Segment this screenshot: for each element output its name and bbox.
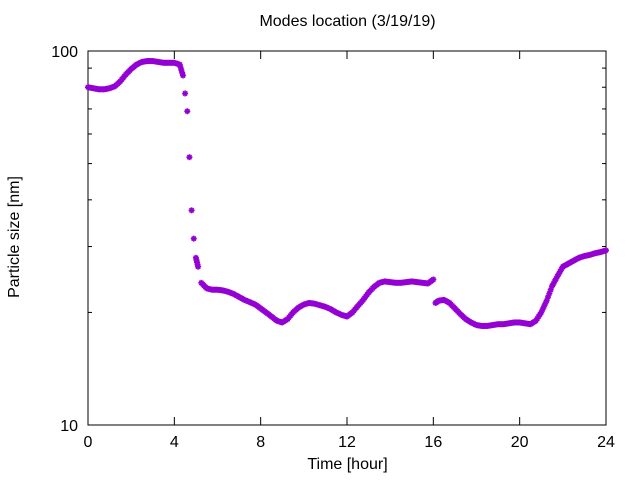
x-axis-label: Time [hour] (307, 456, 388, 473)
x-tick-label: 8 (256, 434, 265, 451)
chart-title: Modes location (3/19/19) (259, 13, 436, 30)
data-point (430, 276, 437, 283)
data-point (188, 207, 195, 214)
data-point (190, 235, 197, 242)
y-tick-label: 100 (51, 44, 78, 61)
y-axis-label: Particle size [nm] (6, 176, 23, 298)
data-point (603, 247, 609, 254)
x-tick-label: 20 (511, 434, 529, 451)
data-point (186, 154, 193, 161)
data-point (184, 108, 191, 115)
y-tick-label: 10 (60, 418, 78, 435)
x-tick-label: 16 (424, 434, 442, 451)
data-point (179, 72, 186, 79)
x-tick-label: 0 (84, 434, 93, 451)
data-point (182, 90, 189, 97)
data-point (195, 263, 202, 270)
x-tick-label: 4 (170, 434, 179, 451)
x-tick-label: 24 (597, 434, 615, 451)
x-tick-label: 12 (338, 434, 356, 451)
plot-frame (87, 50, 607, 426)
